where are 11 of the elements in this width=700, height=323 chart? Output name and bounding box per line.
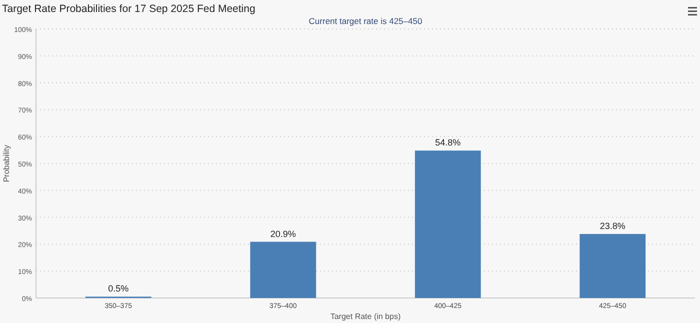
x-axis-title: Target Rate (in bps) xyxy=(330,312,401,321)
y-axis-title: Probability xyxy=(2,144,11,182)
data-label: 54.8% xyxy=(435,138,461,148)
data-label: 20.9% xyxy=(270,228,296,239)
bar xyxy=(414,150,481,298)
data-label: 23.8% xyxy=(600,220,626,231)
chart-title: Target Rate Probabilities for 17 Sep 2025 Fed Meeting xyxy=(2,3,256,15)
bar xyxy=(250,242,316,298)
data-label: 0.5% xyxy=(108,284,129,294)
chart-subtitle: Current target rate is 425–450 xyxy=(308,16,422,26)
bar xyxy=(580,234,646,298)
